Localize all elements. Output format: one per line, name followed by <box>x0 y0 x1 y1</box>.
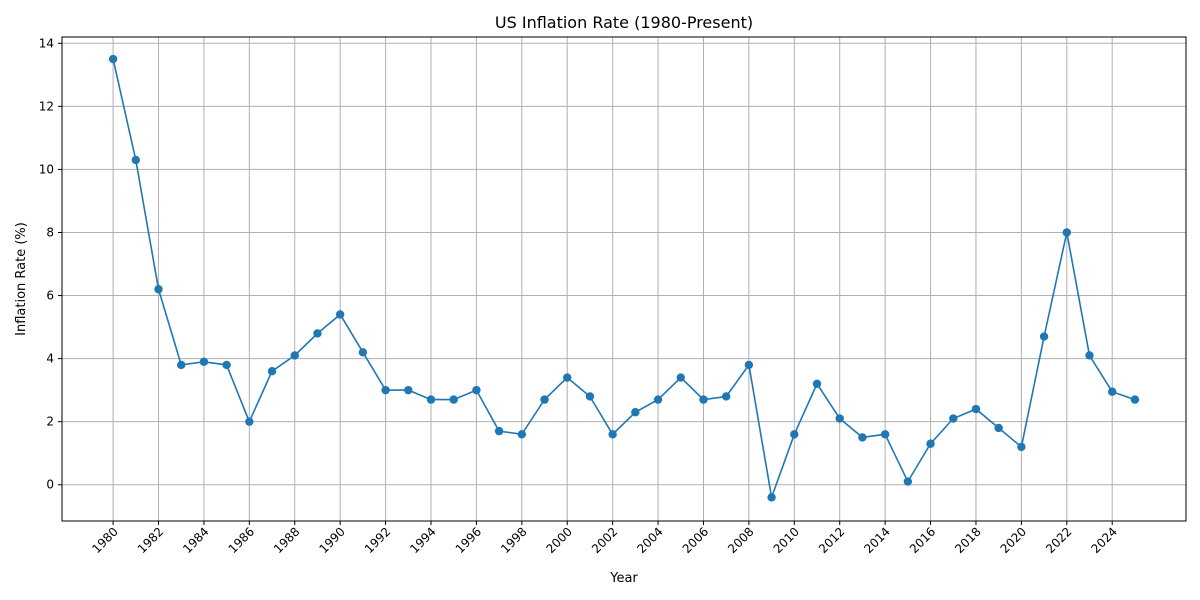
x-tick-label: 2022 <box>1043 525 1074 556</box>
data-point <box>585 392 595 401</box>
data-point <box>1017 442 1026 452</box>
data-point <box>767 493 776 502</box>
plot-frame <box>61 36 1187 522</box>
data-point <box>108 54 118 64</box>
x-tick-label: 2020 <box>998 525 1029 556</box>
data-point <box>313 329 322 338</box>
data-point <box>131 155 140 165</box>
x-tick-label: 1990 <box>316 525 347 556</box>
data-point <box>721 392 731 401</box>
chart-title: US Inflation Rate (1980-Present) <box>495 13 753 32</box>
x-tick-label: 2000 <box>544 525 575 556</box>
x-tick-label: 2002 <box>589 525 620 556</box>
data-point <box>267 367 277 376</box>
data-point <box>880 430 890 439</box>
y-tick-label: 6 <box>46 289 54 303</box>
x-tick-label: 2024 <box>1088 525 1119 556</box>
data-point <box>1062 228 1071 237</box>
x-tick-label: 2014 <box>861 525 892 556</box>
data-point <box>290 351 299 360</box>
data-point <box>744 360 754 370</box>
data-point <box>971 404 981 414</box>
x-tick-label: 2012 <box>816 525 847 556</box>
data-point <box>1039 332 1049 341</box>
y-tick-label: 14 <box>39 36 54 50</box>
y-tick-label: 10 <box>39 162 54 176</box>
data-point <box>790 430 799 439</box>
data-point <box>154 285 163 294</box>
data-point <box>949 414 958 423</box>
data-point <box>653 395 663 404</box>
data-point <box>631 408 640 417</box>
data-point <box>812 379 822 389</box>
data-point <box>699 395 708 404</box>
x-tick-label: 1992 <box>362 525 393 556</box>
data-point <box>472 385 481 395</box>
data-point <box>404 385 413 395</box>
x-tick-label: 1996 <box>453 525 484 556</box>
x-tick-label: 2018 <box>952 525 983 556</box>
data-point <box>835 414 844 423</box>
data-point <box>1108 387 1117 396</box>
y-tick-label: 8 <box>46 225 54 239</box>
y-tick-label: 4 <box>46 352 54 366</box>
x-tick-label: 1986 <box>226 525 257 556</box>
x-tick-label: 2016 <box>907 525 938 556</box>
data-point <box>858 433 867 442</box>
x-tick-label: 2008 <box>725 525 756 556</box>
x-tick-label: 1982 <box>135 525 166 556</box>
data-point <box>1130 395 1140 404</box>
x-tick-label: 2006 <box>680 525 711 556</box>
data-point <box>426 395 436 404</box>
data-point <box>222 360 231 370</box>
x-axis: 1980 1982 1984 1986 1988 1990 1992 1994 1996 1998… <box>89 521 1120 556</box>
data-point <box>1085 351 1094 360</box>
data-point <box>177 360 186 370</box>
data-point <box>676 373 685 382</box>
data-point <box>494 426 504 436</box>
data-point <box>358 348 368 357</box>
data-point <box>449 395 458 404</box>
data-point <box>926 439 935 448</box>
x-tick-label: 1984 <box>180 525 211 556</box>
data-point <box>608 430 617 439</box>
x-axis-label: Year <box>609 571 638 586</box>
x-tick-label: 1980 <box>89 525 120 556</box>
data-point <box>903 477 913 486</box>
x-tick-label: 2010 <box>771 525 802 556</box>
data-point <box>381 385 390 395</box>
x-tick-label: 1994 <box>407 525 438 556</box>
data-point <box>994 423 1003 433</box>
data-point <box>563 373 572 382</box>
grid <box>62 37 1186 521</box>
data-point <box>245 417 254 426</box>
data-point <box>335 310 345 319</box>
data-point <box>517 430 527 439</box>
series <box>108 54 1140 502</box>
y-axis: 0 2 4 6 8 10 12 14 <box>39 36 62 492</box>
x-tick-label: 2004 <box>634 525 665 556</box>
data-point <box>199 357 209 366</box>
y-tick-label: 0 <box>46 478 54 492</box>
x-tick-label: 1998 <box>498 525 529 556</box>
x-tick-label: 1988 <box>271 525 302 556</box>
y-tick-label: 2 <box>46 415 54 429</box>
y-axis-label: Inflation Rate (%) <box>14 222 29 336</box>
series-line <box>112 58 1136 501</box>
data-point <box>540 395 549 404</box>
y-tick-label: 12 <box>39 99 54 113</box>
